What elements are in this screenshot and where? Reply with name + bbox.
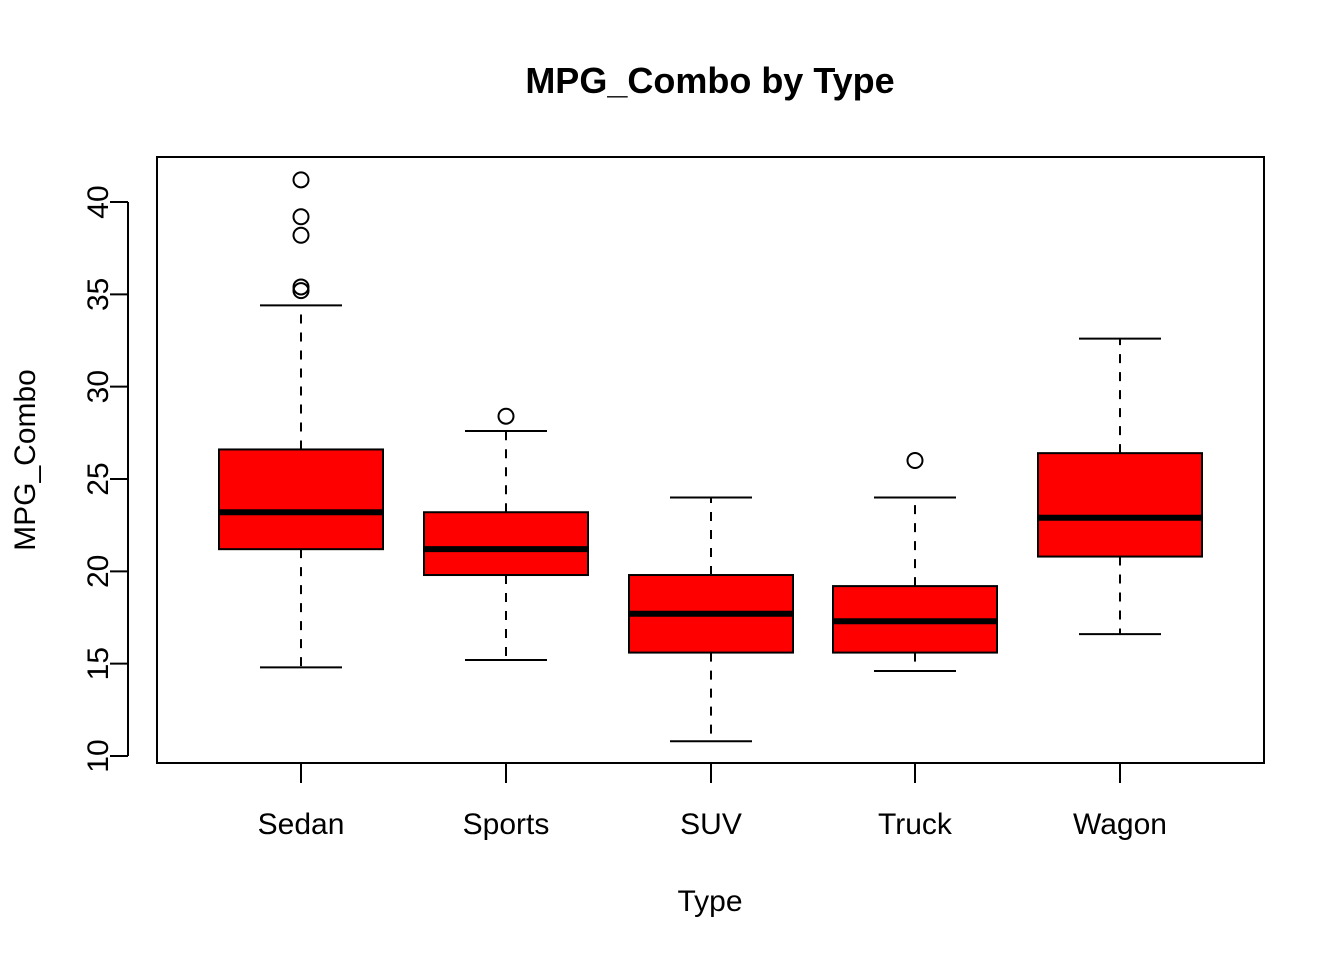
iqr-box <box>218 448 384 551</box>
y-tick-label: 15 <box>82 647 115 680</box>
boxes-layer <box>218 171 1203 743</box>
iqr-box <box>1037 452 1203 558</box>
outlier-point <box>292 282 310 300</box>
y-tick-label: 20 <box>82 555 115 588</box>
y-tick-label: 25 <box>82 462 115 495</box>
y-axis: 10 15 20 25 30 35 40 <box>82 185 129 773</box>
x-axis: Sedan Sports SUV Truck Wagon <box>258 763 1167 841</box>
y-tick-label: 35 <box>82 278 115 311</box>
x-tick-label: Wagon <box>1073 808 1167 841</box>
outlier-point <box>906 452 924 470</box>
iqr-box <box>423 511 589 577</box>
x-tick-label: SUV <box>680 808 742 841</box>
x-tick-label: Sedan <box>258 808 345 841</box>
box-truck <box>832 452 998 673</box>
x-tick-label: Sports <box>463 808 550 841</box>
box-sedan <box>218 171 384 669</box>
outlier-point <box>292 278 310 296</box>
outlier-point <box>497 407 515 425</box>
box-sports <box>423 407 589 661</box>
y-tick-label: 30 <box>82 370 115 403</box>
outlier-point <box>292 208 310 226</box>
outlier-point <box>292 226 310 244</box>
x-tick-label: Truck <box>878 808 953 841</box>
y-tick-label: 40 <box>82 185 115 218</box>
box-wagon <box>1037 337 1203 636</box>
y-axis-label: MPG_Combo <box>9 369 42 551</box>
box-suv <box>628 496 794 743</box>
y-tick-label: 10 <box>82 739 115 772</box>
x-axis-label: Type <box>677 885 742 918</box>
outlier-point <box>292 171 310 189</box>
chart-title: MPG_Combo by Type <box>525 60 894 101</box>
